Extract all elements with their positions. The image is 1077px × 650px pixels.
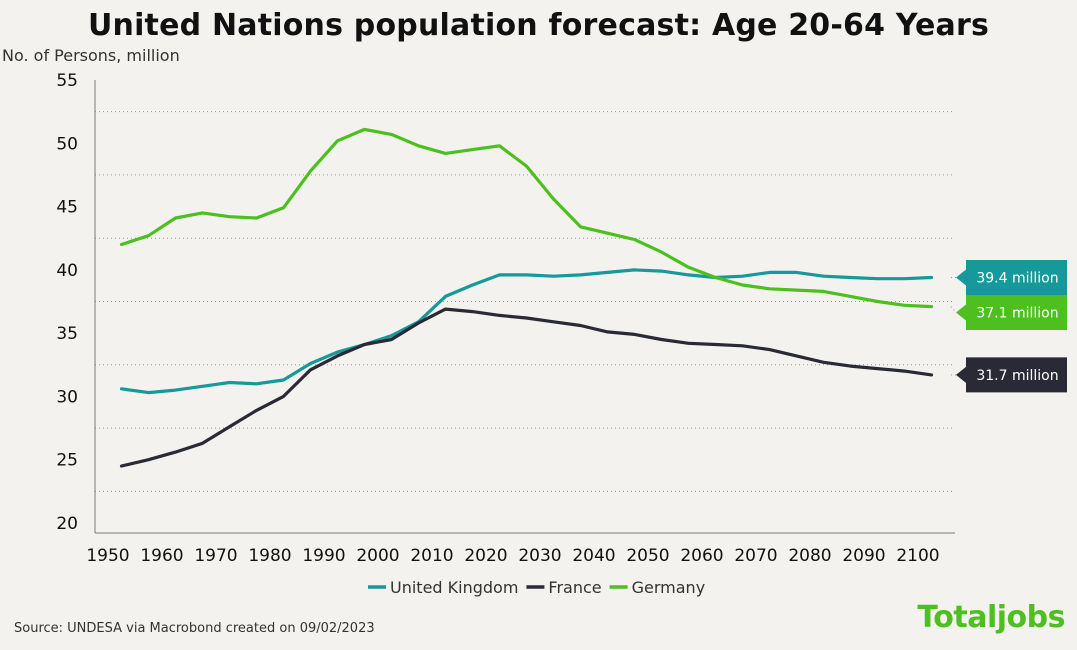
series-line-germany	[119, 127, 934, 309]
y-axis-label: No. of Persons, million	[2, 46, 180, 65]
y-tick-label: 40	[56, 261, 78, 281]
x-tick-label: 1970	[194, 546, 237, 566]
end-value-callouts: 39.4 million 37.1 million 31.7 million	[950, 259, 1067, 393]
brand-logo: Totaljobs	[917, 600, 1065, 635]
series-lines	[119, 127, 934, 468]
x-tick-label: 2070	[734, 546, 777, 566]
y-tick-label: 55	[56, 71, 78, 91]
y-tick-label: 20	[56, 514, 78, 534]
x-tick-label: 2090	[842, 546, 885, 566]
x-tick-label: 2030	[518, 546, 561, 566]
x-tick-label: 1950	[86, 546, 129, 566]
y-tick-label: 50	[56, 134, 78, 154]
x-tick-label: 2060	[680, 546, 723, 566]
chart-title: United Nations population forecast: Age …	[87, 8, 990, 43]
series-line-france	[119, 307, 934, 468]
axes	[94, 80, 955, 534]
series-line-united-kingdom	[119, 268, 934, 395]
callout-france: 31.7 million	[951, 357, 1067, 393]
callout-label: 31.7 million	[976, 368, 1058, 384]
gridlines	[95, 111, 955, 492]
x-tick-label: 2050	[626, 546, 669, 566]
x-tick-label: 2000	[356, 546, 399, 566]
y-tick-label: 35	[56, 324, 78, 344]
source-note: Source: UNDESA via Macrobond created on …	[14, 621, 375, 636]
callout-box	[956, 259, 1067, 295]
x-tick-label: 2040	[572, 546, 615, 566]
callout-united-kingdom: 39.4 million	[951, 259, 1067, 295]
callout-label: 37.1 million	[976, 305, 1058, 321]
y-tick-label: 30	[56, 387, 78, 407]
x-tick-label: 1980	[248, 546, 291, 566]
callout-box	[956, 357, 1067, 393]
legend: United Kingdom France Germany	[368, 578, 705, 597]
x-tick-label: 2010	[410, 546, 453, 566]
y-tick-label: 45	[56, 198, 78, 218]
callout-germany: 37.1 million	[950, 294, 1067, 330]
y-tick-label: 25	[56, 451, 78, 471]
legend-label: France	[548, 578, 601, 597]
callout-box	[956, 294, 1067, 330]
x-tick-label: 2100	[896, 546, 939, 566]
x-tick-label: 2080	[788, 546, 831, 566]
x-tick-label: 2020	[464, 546, 507, 566]
x-tick-label: 1990	[302, 546, 345, 566]
x-tick-labels: 1950 1960 1970 1980 1990 2000 2010 2020 2030 2040…	[86, 546, 939, 566]
legend-label: United Kingdom	[390, 578, 518, 597]
callout-label: 39.4 million	[976, 270, 1058, 286]
callout-leader	[950, 306, 957, 313]
x-tick-label: 1960	[140, 546, 183, 566]
y-tick-labels: 20 25 30 35 40 45 50 55	[56, 71, 78, 534]
legend-label: Germany	[632, 578, 706, 597]
